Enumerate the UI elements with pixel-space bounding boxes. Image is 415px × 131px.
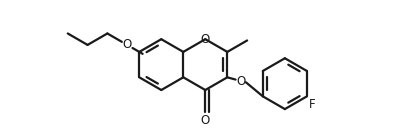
Text: O: O <box>122 38 132 51</box>
Text: O: O <box>201 114 210 127</box>
Text: O: O <box>237 75 246 88</box>
Text: O: O <box>201 33 210 46</box>
Text: F: F <box>309 98 316 111</box>
